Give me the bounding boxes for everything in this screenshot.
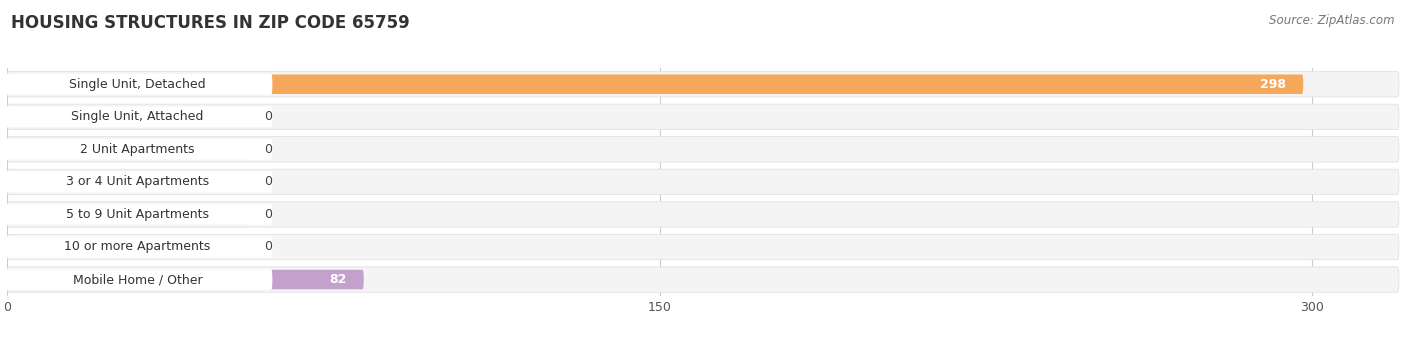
Text: Single Unit, Detached: Single Unit, Detached	[69, 78, 205, 91]
FancyBboxPatch shape	[7, 202, 1399, 227]
Text: 0: 0	[264, 110, 271, 123]
FancyBboxPatch shape	[7, 267, 1399, 292]
Text: 3 or 4 Unit Apartments: 3 or 4 Unit Apartments	[66, 175, 209, 188]
FancyBboxPatch shape	[7, 237, 246, 257]
FancyBboxPatch shape	[3, 171, 273, 192]
FancyBboxPatch shape	[7, 137, 1399, 162]
FancyBboxPatch shape	[3, 237, 273, 257]
FancyBboxPatch shape	[3, 74, 273, 95]
Text: Source: ZipAtlas.com: Source: ZipAtlas.com	[1270, 14, 1395, 27]
Text: 5 to 9 Unit Apartments: 5 to 9 Unit Apartments	[66, 208, 209, 221]
Text: 0: 0	[264, 240, 271, 254]
Text: 0: 0	[264, 175, 271, 188]
FancyBboxPatch shape	[7, 140, 246, 159]
Text: HOUSING STRUCTURES IN ZIP CODE 65759: HOUSING STRUCTURES IN ZIP CODE 65759	[11, 14, 411, 32]
FancyBboxPatch shape	[7, 205, 246, 224]
FancyBboxPatch shape	[7, 169, 1399, 194]
Text: 2 Unit Apartments: 2 Unit Apartments	[80, 143, 195, 156]
FancyBboxPatch shape	[3, 204, 273, 225]
FancyBboxPatch shape	[7, 270, 364, 289]
Text: 0: 0	[264, 208, 271, 221]
FancyBboxPatch shape	[3, 269, 273, 290]
Text: Mobile Home / Other: Mobile Home / Other	[73, 273, 202, 286]
FancyBboxPatch shape	[7, 104, 1399, 130]
Text: 0: 0	[264, 143, 271, 156]
FancyBboxPatch shape	[7, 234, 1399, 260]
Text: Single Unit, Attached: Single Unit, Attached	[72, 110, 204, 123]
FancyBboxPatch shape	[7, 74, 1303, 94]
Text: 82: 82	[329, 273, 346, 286]
Text: 298: 298	[1260, 78, 1286, 91]
FancyBboxPatch shape	[3, 139, 273, 160]
FancyBboxPatch shape	[7, 72, 1399, 97]
FancyBboxPatch shape	[3, 106, 273, 127]
FancyBboxPatch shape	[7, 107, 246, 126]
Text: 10 or more Apartments: 10 or more Apartments	[65, 240, 211, 254]
FancyBboxPatch shape	[7, 172, 246, 192]
